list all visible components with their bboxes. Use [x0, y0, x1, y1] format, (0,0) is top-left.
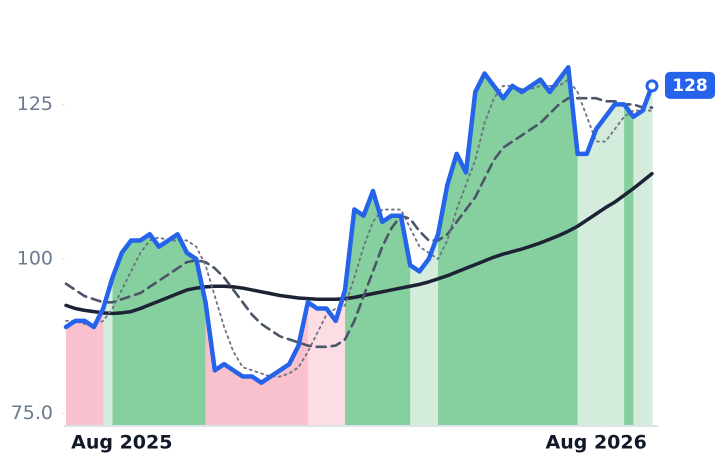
regime-band	[391, 215, 402, 426]
regime-band	[252, 376, 262, 426]
moving-average-line	[65, 78, 653, 378]
regime-band	[531, 79, 541, 427]
regime-band	[159, 240, 169, 426]
regime-band	[121, 240, 132, 426]
regime-band	[242, 376, 253, 426]
regime-band	[484, 73, 495, 426]
regime-band	[475, 73, 486, 426]
regime-band	[354, 209, 365, 426]
regime-band	[307, 302, 318, 426]
regime-band	[465, 92, 476, 427]
regime-band	[503, 85, 513, 426]
regime-band	[633, 110, 644, 426]
regime-band	[261, 376, 272, 426]
regime-band	[577, 153, 588, 426]
regime-band	[289, 345, 300, 426]
regime-band	[93, 308, 104, 426]
regime-band	[149, 234, 160, 426]
regime-band	[298, 302, 309, 426]
regime-band	[335, 289, 346, 426]
regime-band	[279, 364, 290, 426]
regime-band	[84, 320, 95, 426]
y-tick-label: 125	[17, 93, 53, 115]
regime-band	[214, 364, 225, 426]
y-tick-label: 100	[17, 248, 53, 270]
x-tick-label: Aug 2026	[546, 432, 647, 454]
regime-band	[624, 104, 634, 427]
regime-band	[131, 240, 141, 426]
regime-band	[428, 234, 439, 426]
regime-band	[363, 190, 374, 426]
regime-band	[549, 79, 560, 427]
regime-band	[642, 85, 653, 426]
last-point	[645, 79, 659, 93]
regime-band	[419, 259, 430, 426]
price-badge-label: 128	[672, 76, 708, 96]
price-badge	[665, 71, 715, 99]
regime-band	[558, 67, 569, 427]
regime-band	[186, 252, 197, 426]
regime-band	[540, 79, 551, 427]
regime-band	[410, 265, 420, 426]
price-line	[63, 65, 655, 385]
y-tick-label: 75.0	[11, 402, 53, 424]
regime-band	[66, 320, 76, 426]
regime-band	[224, 364, 234, 426]
regime-band	[177, 234, 188, 426]
regime-band	[521, 85, 532, 426]
regime-band	[112, 252, 123, 426]
regime-band	[372, 190, 383, 426]
regime-band	[605, 104, 616, 427]
regime-band	[168, 234, 179, 426]
regime-band	[438, 184, 448, 426]
regime-band	[233, 370, 244, 426]
regime-band	[400, 215, 411, 426]
regime-band	[512, 85, 523, 426]
regime-band	[447, 153, 458, 426]
regime-band	[614, 104, 625, 427]
regime-band	[456, 153, 467, 426]
regime-band	[345, 209, 355, 426]
regime-band	[140, 234, 151, 426]
regime-band	[596, 116, 606, 427]
regime-band	[317, 308, 327, 426]
regime-band	[75, 320, 86, 426]
moving-average-line	[64, 171, 654, 316]
regime-band	[270, 370, 281, 426]
regime-band	[586, 129, 597, 426]
x-tick-label: Aug 2025	[71, 432, 172, 454]
regime-band	[568, 67, 579, 427]
regime-band	[326, 308, 337, 426]
regime-band	[382, 215, 393, 426]
moving-average-line	[64, 96, 654, 349]
